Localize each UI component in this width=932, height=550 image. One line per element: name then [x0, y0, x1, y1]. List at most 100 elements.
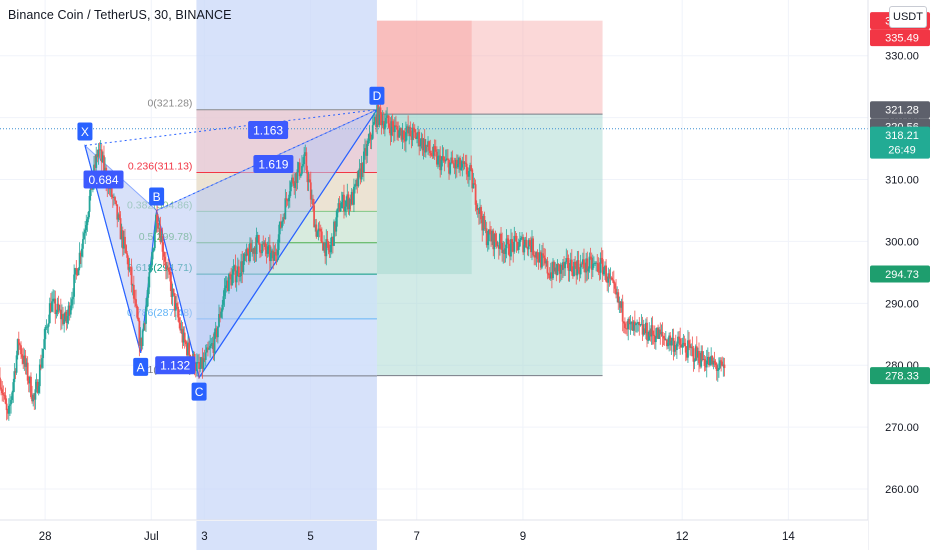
pattern-point-label: C: [195, 385, 204, 399]
candle-body: [497, 245, 500, 249]
candle-body: [44, 327, 47, 340]
candle-body: [632, 321, 635, 331]
candle-body: [658, 329, 661, 339]
candle-body: [142, 323, 145, 331]
candle-body: [179, 322, 182, 331]
candle-body: [24, 355, 27, 367]
candle-body: [630, 321, 633, 324]
candle-body: [511, 239, 513, 244]
candle-body: [633, 321, 636, 326]
candle-body: [116, 204, 119, 220]
currency-button[interactable]: USDT: [889, 6, 927, 28]
candle-body: [458, 157, 460, 165]
pattern-point-box: [77, 122, 93, 141]
candle-body: [715, 365, 718, 371]
candle-body: [240, 261, 243, 277]
candle-body: [117, 214, 120, 220]
candle-body: [298, 162, 301, 177]
candle-body: [517, 246, 520, 251]
candle-body: [435, 151, 438, 165]
candle-body: [365, 148, 367, 156]
candle-body: [389, 127, 392, 136]
candle-body: [397, 129, 400, 138]
candle-body: [448, 159, 450, 174]
candle-body: [176, 303, 178, 307]
candle-body: [413, 129, 416, 133]
candle-body: [434, 149, 437, 152]
price-tag: [870, 126, 930, 159]
candle-body: [672, 337, 675, 352]
candle-body: [320, 231, 323, 243]
candle-body: [277, 234, 280, 251]
plot-area: 0(321.28)0.236(311.13)0.382(304.86)0.5(2…: [0, 0, 868, 520]
candle-body: [231, 274, 234, 286]
candle-body: [22, 357, 25, 364]
price-tag-label: 278.33: [885, 371, 919, 383]
candle-body: [650, 325, 653, 337]
candle-body: [414, 132, 417, 139]
candle-body: [172, 288, 175, 294]
candle-body: [246, 248, 249, 254]
candle-body: [96, 154, 99, 157]
candle-body: [674, 345, 677, 350]
candle-body: [387, 115, 390, 124]
candle-body: [273, 252, 276, 261]
candle-body: [134, 298, 136, 300]
candle-body: [586, 258, 589, 272]
candle-body: [378, 107, 381, 125]
candle-body: [637, 322, 640, 323]
candle-body: [249, 243, 251, 262]
candle-body: [178, 317, 181, 323]
candle-body: [671, 337, 674, 341]
candle-body: [432, 146, 435, 156]
candle-body: [208, 348, 210, 350]
pattern-point-box: [191, 382, 207, 401]
price-tag: [870, 29, 930, 47]
candle-body: [343, 194, 345, 212]
candle-body: [30, 376, 32, 397]
candle-body: [475, 204, 478, 210]
candle-body: [197, 362, 199, 363]
candle-body: [330, 236, 333, 245]
candle-body: [598, 271, 601, 273]
candle-body: [159, 227, 162, 243]
candle-body: [0, 387, 3, 390]
pattern-point-label: A: [137, 360, 145, 374]
candle-body: [557, 263, 560, 265]
candle-body: [576, 260, 579, 276]
candle-body: [522, 236, 525, 253]
x-tick-label: 12: [676, 531, 689, 543]
candle-body: [351, 191, 354, 205]
candle-body: [410, 136, 413, 140]
candle-body: [153, 231, 156, 249]
candle-body: [581, 259, 584, 265]
candle-body: [356, 179, 359, 187]
candle-body: [470, 165, 473, 170]
candle-body: [0, 377, 1, 388]
candle-body: [543, 255, 546, 258]
candle-body: [367, 140, 370, 145]
candle-body: [182, 332, 185, 343]
candle-body: [28, 376, 31, 384]
candle-body: [42, 348, 45, 359]
candle-body: [523, 244, 526, 253]
candle-body: [614, 283, 616, 289]
candle-body: [260, 252, 262, 254]
candle-body: [303, 154, 306, 165]
candle-body: [27, 380, 30, 384]
candle-body: [253, 247, 256, 254]
candle-body: [122, 236, 125, 249]
candle-body: [245, 248, 248, 257]
candle-body: [289, 182, 292, 192]
candle-body: [318, 228, 321, 230]
candle-body: [225, 280, 228, 286]
candle-body: [223, 288, 226, 297]
candle-body: [393, 125, 396, 133]
candle-body: [205, 347, 208, 353]
candle-body: [455, 159, 458, 168]
candle-body: [642, 328, 645, 335]
candle-body: [505, 238, 508, 249]
candle-body: [597, 263, 600, 272]
candle-body: [165, 261, 167, 270]
